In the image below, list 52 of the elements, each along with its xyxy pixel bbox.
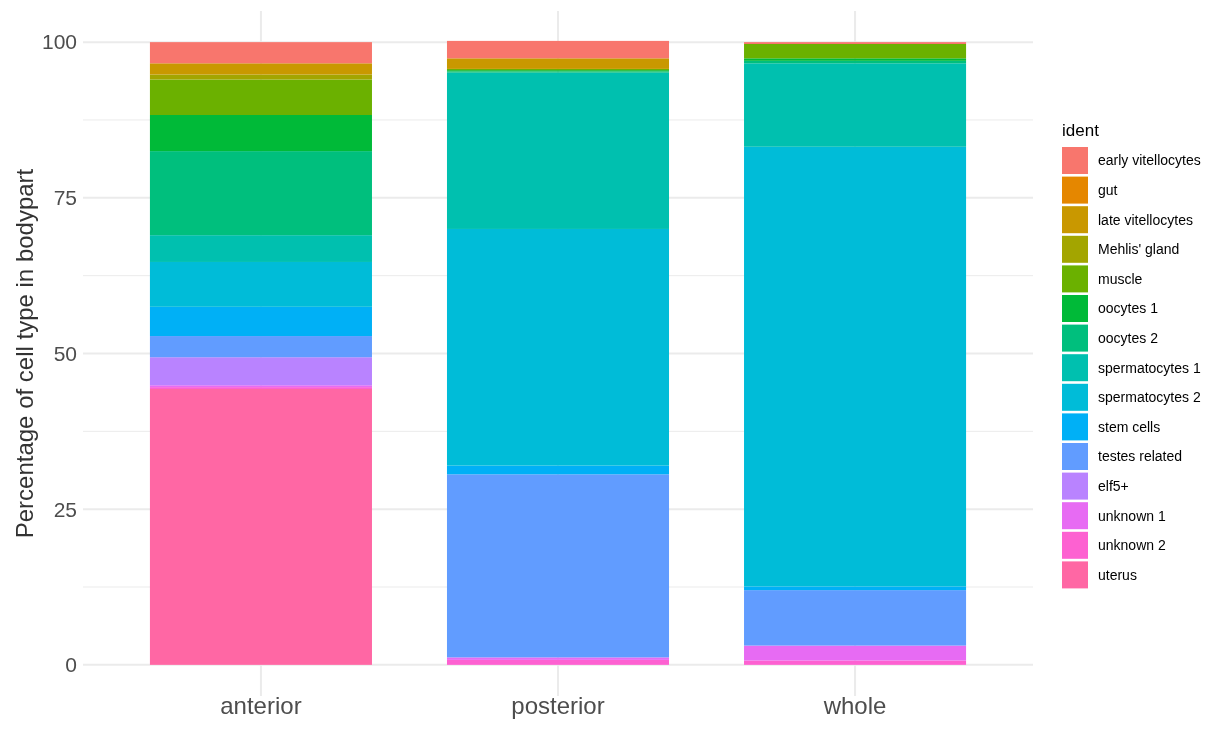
legend-label: spermatocytes 1 — [1098, 359, 1201, 376]
y-tick-label: 75 — [53, 186, 77, 210]
legend-label: oocytes 2 — [1098, 330, 1159, 346]
y-tick-label: 25 — [53, 497, 77, 521]
legend-label: stem cells — [1098, 418, 1161, 435]
legend-title: ident — [1062, 121, 1100, 140]
legend-label: unknown 2 — [1098, 537, 1166, 554]
bar — [149, 151, 372, 236]
legend-label: oocytes 1 — [1098, 300, 1159, 317]
legend-label: elf5+ — [1098, 478, 1129, 494]
bar — [744, 660, 967, 665]
legend-label: uterus — [1098, 566, 1137, 583]
bar — [446, 474, 670, 658]
bar — [149, 357, 372, 386]
bar — [744, 645, 967, 661]
bar — [149, 79, 372, 115]
bar — [149, 261, 372, 307]
bar — [149, 115, 372, 152]
legend-label: unknown 1 — [1098, 507, 1166, 524]
bar — [446, 228, 670, 466]
x-tick-label: anterior — [220, 692, 302, 720]
bar — [744, 63, 967, 147]
y-axis-title: Percentage of cell type in bodypart — [11, 168, 38, 539]
bar — [744, 146, 967, 587]
y-tick-label: 0 — [65, 653, 77, 677]
bar — [446, 72, 670, 229]
x-tick-label: whole — [822, 692, 887, 720]
legend-label: early vitellocytes — [1098, 152, 1201, 169]
bar — [149, 235, 372, 262]
bar — [446, 657, 670, 660]
bar — [149, 42, 372, 64]
bar — [446, 659, 670, 665]
legend-label: late vitellocytes — [1098, 211, 1193, 228]
bar — [149, 306, 372, 337]
bar — [149, 63, 372, 75]
bar — [446, 465, 670, 475]
bar — [446, 40, 670, 59]
legend-label: gut — [1098, 182, 1118, 198]
bar — [149, 74, 372, 80]
y-tick-label: 50 — [53, 341, 77, 365]
bar — [744, 586, 967, 591]
bar — [149, 389, 372, 665]
legend-label: testes related — [1098, 448, 1183, 465]
bar — [744, 590, 967, 646]
legend-label: Mehlis' gland — [1098, 241, 1180, 258]
y-tick-label: 100 — [41, 30, 77, 54]
bar — [446, 58, 670, 69]
bar — [149, 336, 372, 358]
x-tick-label: posterior — [511, 692, 605, 720]
legend-label: muscle — [1098, 270, 1143, 287]
bar — [744, 44, 967, 59]
legend-label: spermatocytes 2 — [1098, 389, 1201, 406]
